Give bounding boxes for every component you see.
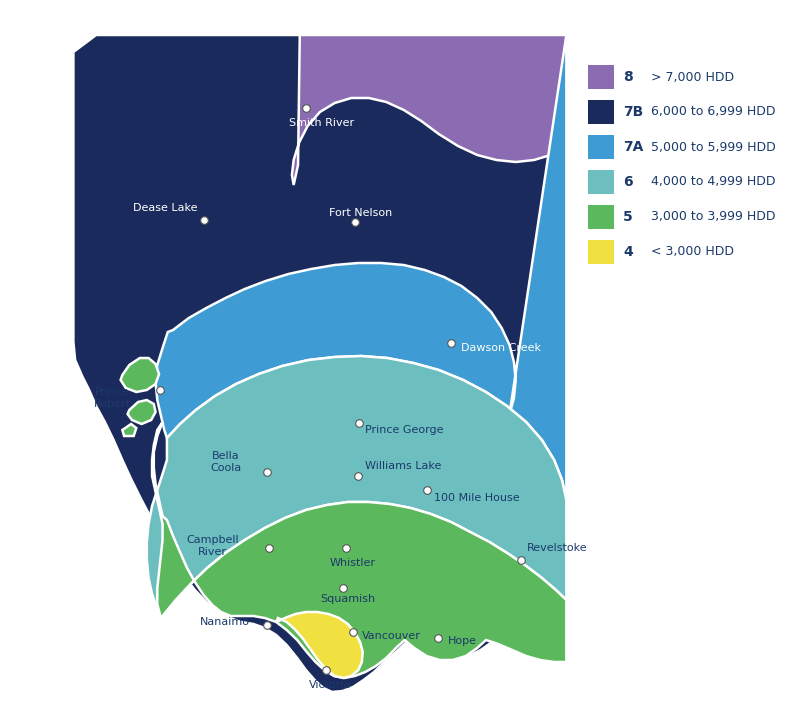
Text: 3,000 to 3,999 HDD: 3,000 to 3,999 HDD xyxy=(651,210,776,224)
Polygon shape xyxy=(122,424,136,436)
Text: Williams Lake: Williams Lake xyxy=(365,461,441,471)
Text: Nanaimo: Nanaimo xyxy=(200,617,250,627)
Text: 5,000 to 5,999 HDD: 5,000 to 5,999 HDD xyxy=(651,140,776,154)
Bar xyxy=(588,100,615,124)
Text: Revelstoke: Revelstoke xyxy=(527,543,588,553)
Polygon shape xyxy=(74,35,566,692)
Text: Bella
Coola: Bella Coola xyxy=(210,451,241,473)
Text: Prince
Rupert: Prince Rupert xyxy=(94,387,131,409)
Polygon shape xyxy=(292,35,566,185)
Text: 4,000 to 4,999 HDD: 4,000 to 4,999 HDD xyxy=(651,176,776,188)
Text: Dawson Creek: Dawson Creek xyxy=(462,343,541,353)
Bar xyxy=(588,240,615,264)
Polygon shape xyxy=(156,35,566,500)
Polygon shape xyxy=(147,356,566,616)
Text: < 3,000 HDD: < 3,000 HDD xyxy=(651,246,734,258)
Text: > 7,000 HDD: > 7,000 HDD xyxy=(651,71,735,84)
Text: Smith River: Smith River xyxy=(289,118,354,128)
Text: 7A: 7A xyxy=(623,140,644,154)
Text: Dease Lake: Dease Lake xyxy=(133,203,198,213)
Text: 5: 5 xyxy=(623,210,633,224)
Polygon shape xyxy=(128,400,156,424)
Text: Fort Nelson: Fort Nelson xyxy=(330,208,393,218)
Bar xyxy=(588,205,615,229)
Text: 4: 4 xyxy=(623,245,633,259)
Text: 6: 6 xyxy=(623,175,633,189)
Polygon shape xyxy=(152,422,566,678)
Text: Vancouver: Vancouver xyxy=(362,631,420,641)
Bar xyxy=(588,135,615,159)
Text: Victoria: Victoria xyxy=(309,680,352,690)
Text: Prince George: Prince George xyxy=(365,425,444,435)
Text: 8: 8 xyxy=(623,70,633,84)
Polygon shape xyxy=(276,612,363,678)
Bar xyxy=(588,170,615,194)
Text: Squamish: Squamish xyxy=(320,594,375,604)
Text: 100 Mile House: 100 Mile House xyxy=(433,493,519,503)
Text: 6,000 to 6,999 HDD: 6,000 to 6,999 HDD xyxy=(651,105,776,118)
Text: Hope: Hope xyxy=(447,636,476,646)
Bar xyxy=(588,65,615,89)
Text: Whistler: Whistler xyxy=(329,558,375,568)
Text: 7B: 7B xyxy=(623,105,643,119)
Text: Campbell
River: Campbell River xyxy=(186,535,239,556)
Polygon shape xyxy=(121,358,159,392)
